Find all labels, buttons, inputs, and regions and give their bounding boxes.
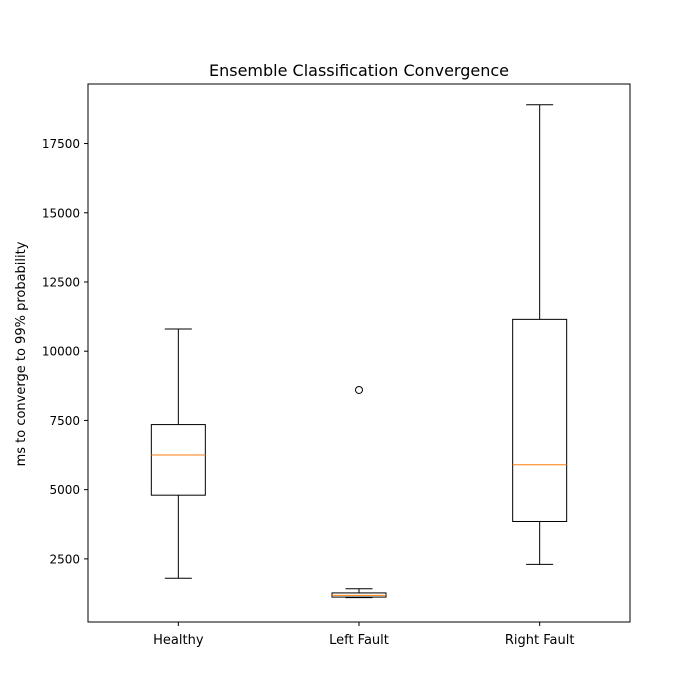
x-tick-label: Left Fault xyxy=(329,633,389,648)
y-tick-label: 12500 xyxy=(42,275,80,289)
y-tick-label: 17500 xyxy=(42,137,80,151)
y-tick-label: 15000 xyxy=(42,206,80,220)
outlier-point xyxy=(355,385,363,394)
y-tick-label: 7500 xyxy=(49,414,80,428)
axes-frame xyxy=(87,83,631,623)
box xyxy=(512,318,568,522)
y-axis-label: ms to converge to 99% probability xyxy=(14,241,29,466)
box xyxy=(150,424,206,496)
chart-title: Ensemble Classification Convergence xyxy=(209,61,509,80)
x-tick-label: Healthy xyxy=(153,633,204,648)
box-group xyxy=(512,104,568,565)
x-tick-label: Right Fault xyxy=(505,633,575,648)
box-group xyxy=(331,385,387,599)
y-tick-label: 5000 xyxy=(49,483,80,497)
box-group xyxy=(150,328,206,579)
y-tick-label: 2500 xyxy=(49,552,80,566)
y-tick-label: 10000 xyxy=(42,345,80,359)
plot-area: 2500 5000 7500 10000 12500 15000 17500 Healthy L… xyxy=(42,83,631,648)
